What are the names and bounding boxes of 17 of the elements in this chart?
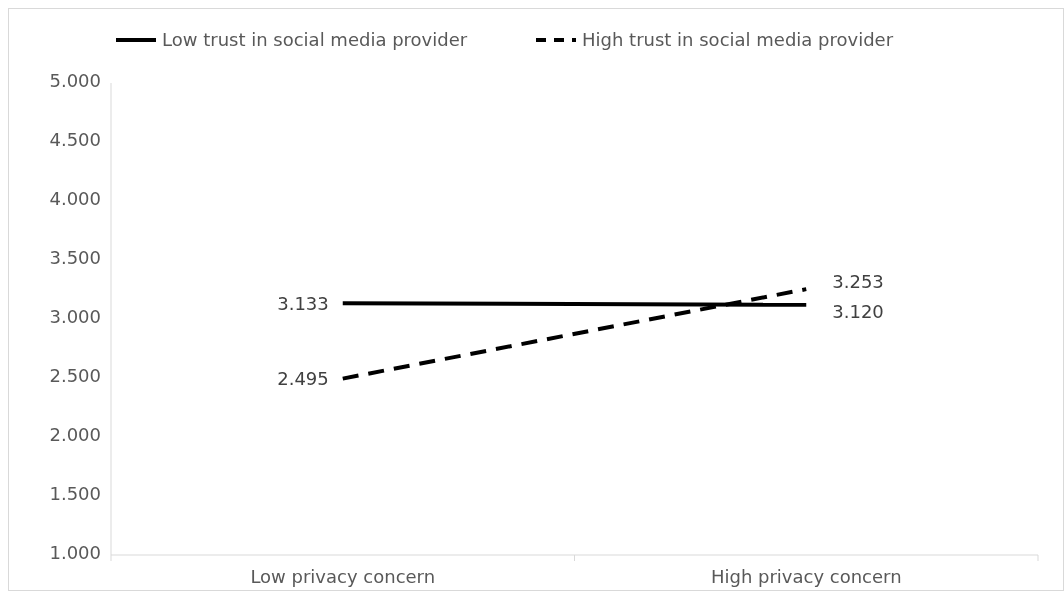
data-label: 3.133 <box>277 292 329 314</box>
data-label: 3.120 <box>832 301 884 323</box>
y-tick-label: 5.000 <box>49 69 101 91</box>
y-tick-label: 3.500 <box>49 246 101 268</box>
legend-label: High trust in social media provider <box>582 29 894 51</box>
y-tick-label: 1.000 <box>49 541 101 563</box>
y-tick-label: 4.500 <box>49 128 101 150</box>
x-tick-label: High privacy concern <box>710 566 902 587</box>
legend-label: Low trust in social media provider <box>162 29 468 51</box>
data-label: 2.495 <box>277 367 329 389</box>
y-tick-label: 3.000 <box>49 305 101 327</box>
data-label: 3.253 <box>832 271 884 293</box>
x-tick-label: Low privacy concern <box>250 566 436 587</box>
y-tick-label: 2.500 <box>49 364 101 386</box>
y-tick-label: 2.000 <box>49 423 101 445</box>
y-tick-label: 4.000 <box>49 187 101 209</box>
y-tick-label: 1.500 <box>49 482 101 504</box>
